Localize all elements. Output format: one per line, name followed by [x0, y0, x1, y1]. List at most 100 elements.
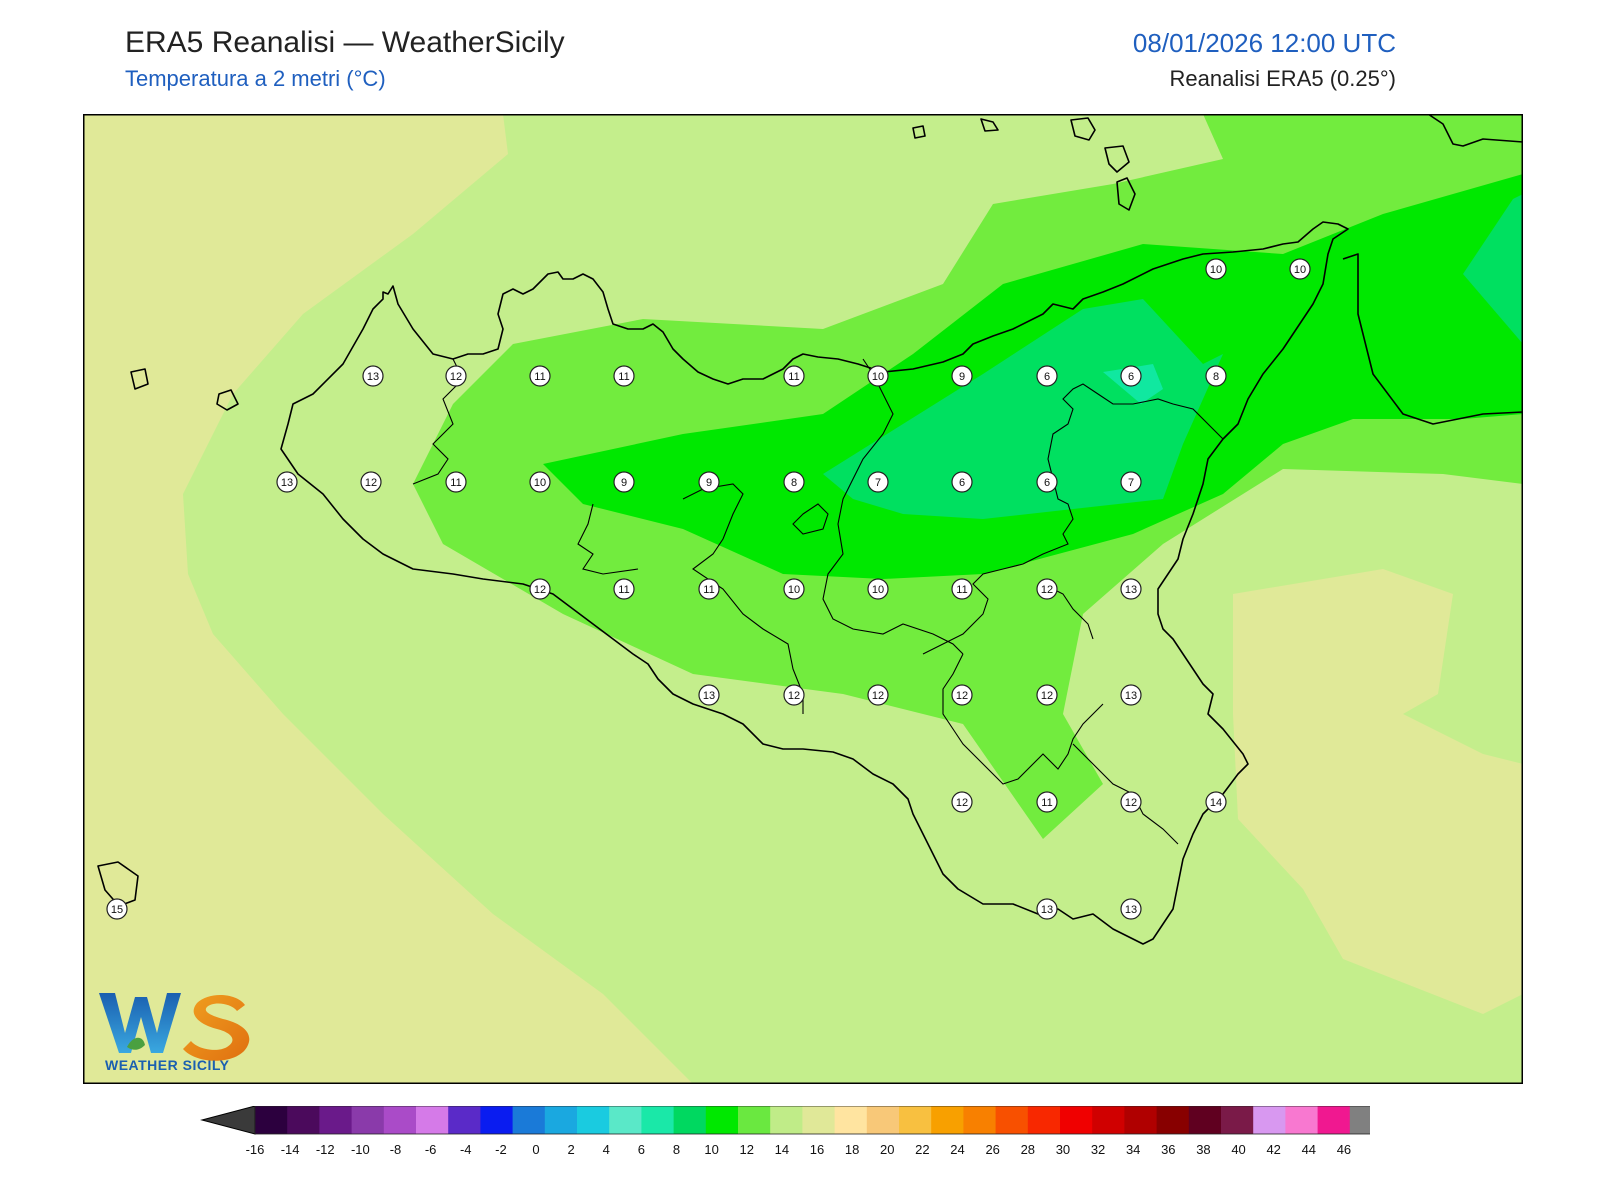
map-title: ERA5 Reanalisi — WeatherSicily [125, 26, 565, 59]
colorbar-cell [287, 1106, 320, 1134]
station-marker: 11 [529, 365, 551, 387]
station-marker: 12 [1120, 791, 1142, 813]
station-value: 11 [703, 584, 714, 596]
station-marker: 12 [529, 578, 551, 600]
station-marker: 10 [1289, 258, 1311, 280]
colorbar-tick-label: 40 [1231, 1142, 1245, 1157]
colorbar-tick-label: 18 [845, 1142, 859, 1157]
station-value: 11 [618, 584, 629, 596]
station-value: 11 [788, 371, 799, 383]
colorbar-cell [448, 1106, 481, 1134]
colorbar-cell [866, 1106, 900, 1134]
station-value: 10 [1294, 264, 1306, 276]
station-marker: 11 [1036, 791, 1058, 813]
station-value: 8 [791, 477, 797, 489]
colorbar-tick-label: 6 [638, 1142, 645, 1157]
station-marker: 12 [951, 684, 973, 706]
temperature-zone-16-east [1233, 569, 1523, 1014]
station-value: 6 [1044, 477, 1050, 489]
colorbar-tick-label: -14 [281, 1142, 300, 1157]
colorbar-tick-label: -8 [390, 1142, 402, 1157]
colorbar-outline [254, 1106, 1370, 1135]
map-subtitle: Temperatura a 2 metri (°C) [125, 66, 386, 91]
colorbar-cell [1349, 1106, 1370, 1134]
station-marker: 15 [106, 898, 128, 920]
colorbar-tick-label: 44 [1302, 1142, 1316, 1157]
colorbar-cell [931, 1106, 964, 1134]
colorbar-cell [255, 1106, 288, 1134]
temperature-colorbar: -16 -14 -12 -10 -8 -6 -4 -2 0 2 4 6 8 10 12 14 16 18 20 22 2… [200, 1106, 1370, 1157]
station-value: 13 [1125, 690, 1137, 702]
colorbar-tick-label: 42 [1266, 1142, 1280, 1157]
station-value: 6 [959, 477, 965, 489]
colorbar-cell [1092, 1106, 1125, 1134]
station-marker: 10 [867, 365, 889, 387]
temperature-zone-8 [823, 299, 1223, 519]
colorbar-tick-label: 14 [775, 1142, 789, 1157]
colorbar-cell [416, 1106, 449, 1134]
station-marker: 10 [1205, 258, 1227, 280]
station-marker: 11 [698, 578, 720, 600]
colorbar-cell [577, 1106, 610, 1134]
station-marker: 13 [362, 365, 384, 387]
station-value: 15 [111, 904, 123, 916]
colorbar-tick-label: 10 [704, 1142, 718, 1157]
station-value: 12 [365, 477, 377, 489]
valid-datetime: 08/01/2026 12:00 UTC [1132, 28, 1396, 58]
station-marker: 12 [951, 791, 973, 813]
station-value: 11 [534, 371, 545, 383]
station-value: 12 [956, 797, 968, 809]
colorbar-min-arrow [200, 1106, 256, 1135]
station-marker: 11 [445, 471, 467, 493]
station-marker: 12 [360, 471, 382, 493]
station-marker: 11 [613, 578, 635, 600]
station-marker: 12 [783, 684, 805, 706]
colorbar-cell [1027, 1106, 1061, 1134]
colorbar-cell [995, 1106, 1029, 1134]
colorbar-tick-label: 28 [1021, 1142, 1035, 1157]
station-marker: 9 [698, 471, 720, 493]
station-marker: 13 [276, 471, 298, 493]
colorbar-tick-label: 12 [740, 1142, 754, 1157]
station-marker: 12 [1036, 684, 1058, 706]
colorbar-tick-label: 32 [1091, 1142, 1105, 1157]
station-value: 13 [1125, 584, 1137, 596]
station-marker: 10 [529, 471, 551, 493]
station-value: 7 [875, 477, 881, 489]
station-marker: 9 [951, 365, 973, 387]
station-value: 9 [959, 371, 965, 383]
data-source-label: Reanalisi ERA5 (0.25°) [1169, 66, 1396, 91]
station-marker: 6 [1120, 365, 1142, 387]
temperature-map: 13 12 11 11 11 10 9 6 6 8 13 12 11 10 9 9 8 7 6 6 7 12 11 11 10 1… [83, 114, 1523, 1084]
temperature-zone-8-ne [1463, 194, 1523, 344]
station-marker: 8 [783, 471, 805, 493]
station-marker: 9 [613, 471, 635, 493]
station-value: 9 [621, 477, 627, 489]
colorbar-cell [705, 1106, 739, 1134]
colorbar-cell [1156, 1106, 1190, 1134]
colorbar-cell [963, 1106, 997, 1134]
station-value: 6 [1044, 371, 1050, 383]
colorbar-tick-label: 0 [532, 1142, 539, 1157]
station-value: 11 [1041, 797, 1052, 809]
colorbar-cell [319, 1106, 353, 1134]
map-canvas: 13 12 11 11 11 10 9 6 6 8 13 12 11 10 9 9 8 7 6 6 7 12 11 11 10 1… [83, 114, 1523, 1084]
station-marker: 14 [1205, 791, 1227, 813]
colorbar-tick-label: 26 [985, 1142, 999, 1157]
coastline [97, 114, 1523, 945]
colorbar-cell [1221, 1106, 1254, 1134]
colorbar-tick-label: -12 [316, 1142, 335, 1157]
colorbar-tick-label: 46 [1337, 1142, 1351, 1157]
station-value: 7 [1128, 477, 1134, 489]
station-value: 13 [1125, 904, 1137, 916]
station-marker: 13 [1036, 898, 1058, 920]
station-value: 13 [703, 690, 715, 702]
station-value: 10 [788, 584, 800, 596]
colorbar-cell [1317, 1106, 1351, 1134]
station-value: 9 [706, 477, 712, 489]
colorbar-cell [1060, 1106, 1093, 1134]
colorbar-cell [770, 1106, 803, 1134]
station-values: 13 12 11 11 11 10 9 6 6 8 13 12 11 10 9 9 8 7 6 6 7 12 11 11 10 1… [106, 258, 1311, 920]
colorbar-tick-label: -4 [460, 1142, 472, 1157]
colorbar-tick-label: 38 [1196, 1142, 1210, 1157]
